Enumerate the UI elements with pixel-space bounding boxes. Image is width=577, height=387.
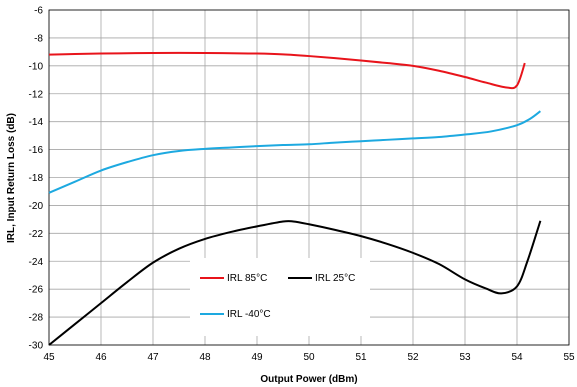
y-tick-label: -6 [34, 6, 43, 17]
y-tick-label: -12 [29, 89, 44, 100]
y-tick-label: -26 [29, 285, 44, 296]
y-tick-label: -22 [29, 229, 44, 240]
series-line-irl-85c [48, 51, 526, 90]
x-tick-label: 48 [199, 352, 211, 363]
y-tick-label: -30 [29, 341, 44, 352]
x-tick-label: 49 [251, 352, 263, 363]
x-tick-label: 52 [407, 352, 419, 363]
x-tick-label: 50 [303, 352, 315, 363]
series-lines [48, 51, 542, 346]
legend-label-irl-minus40c: IRL -40°C [227, 309, 271, 320]
y-tick-label: -8 [34, 33, 43, 44]
x-tick-label: 53 [459, 352, 471, 363]
legend-label-irl-25c: IRL 25°C [315, 273, 355, 284]
legend: IRL 85°C IRL 25°C IRL -40°C [190, 258, 370, 336]
x-tick-label: 45 [43, 352, 55, 363]
plot-area-border [48, 9, 570, 346]
x-tick-label: 46 [95, 352, 107, 363]
y-tick-label: -18 [29, 173, 44, 184]
series-line-irl-minus40c [48, 110, 542, 194]
y-axis-title: IRL, Input Return Loss (dB) [6, 113, 17, 243]
series-line-irl-25c [48, 219, 542, 346]
y-tick-label: -14 [29, 117, 44, 128]
y-tick-label: -16 [29, 145, 44, 156]
y-axis-tick-labels: -30 -28 -26 -24 -22 -20 -18 -16 -14 -12 -10 -8 -6 [29, 6, 44, 352]
y-tick-label: -24 [29, 257, 44, 268]
x-axis-title: Output Power (dBm) [260, 374, 357, 385]
x-tick-label: 55 [563, 352, 575, 363]
x-tick-label: 54 [511, 352, 523, 363]
y-tick-label: -20 [29, 201, 44, 212]
legend-label-irl-85c: IRL 85°C [227, 273, 267, 284]
x-tick-label: 51 [355, 352, 367, 363]
legend-box [190, 258, 370, 336]
x-tick-label: 47 [147, 352, 159, 363]
y-tick-label: -28 [29, 313, 44, 324]
y-tick-label: -10 [29, 61, 44, 72]
x-axis-tick-labels: 45 46 47 48 49 50 51 52 53 54 55 [43, 352, 575, 363]
